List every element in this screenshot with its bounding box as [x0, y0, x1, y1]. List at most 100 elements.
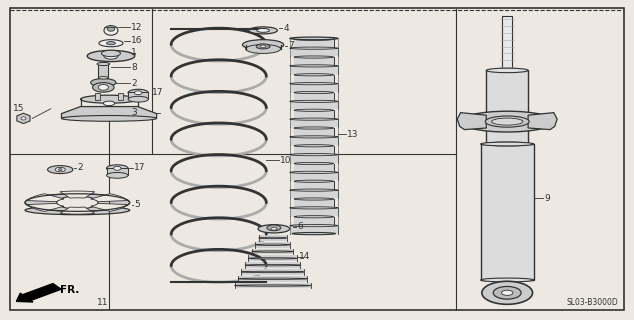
Ellipse shape [294, 198, 333, 200]
Ellipse shape [501, 290, 513, 295]
Ellipse shape [249, 27, 278, 34]
Ellipse shape [256, 44, 270, 49]
Polygon shape [528, 113, 557, 130]
Ellipse shape [128, 89, 148, 96]
Text: 6: 6 [297, 222, 303, 231]
Text: 8: 8 [131, 63, 137, 72]
FancyArrow shape [16, 284, 61, 302]
Polygon shape [457, 113, 486, 130]
Ellipse shape [290, 65, 338, 67]
Ellipse shape [290, 83, 338, 85]
Ellipse shape [107, 27, 115, 31]
Bar [294, 57, 333, 65]
Ellipse shape [249, 258, 297, 259]
Ellipse shape [482, 281, 533, 304]
Text: 17: 17 [152, 88, 163, 97]
Ellipse shape [134, 91, 142, 95]
Polygon shape [60, 191, 94, 198]
Bar [290, 48, 338, 56]
Ellipse shape [290, 154, 338, 156]
Text: 14: 14 [299, 252, 310, 261]
Bar [294, 75, 333, 83]
Ellipse shape [25, 206, 129, 215]
Ellipse shape [97, 62, 110, 66]
Bar [502, 16, 512, 70]
Bar [290, 119, 338, 127]
Text: 16: 16 [131, 36, 143, 45]
Ellipse shape [99, 40, 123, 47]
Ellipse shape [103, 101, 115, 106]
Ellipse shape [259, 237, 287, 239]
Bar [294, 217, 333, 225]
Bar [249, 255, 297, 261]
Ellipse shape [113, 166, 121, 170]
Ellipse shape [61, 116, 157, 121]
Bar [259, 235, 287, 241]
Ellipse shape [485, 116, 529, 127]
Ellipse shape [493, 286, 521, 299]
Ellipse shape [101, 50, 120, 57]
Bar [98, 64, 108, 78]
Polygon shape [27, 204, 64, 212]
Ellipse shape [235, 285, 311, 286]
Text: 1: 1 [131, 48, 137, 57]
Ellipse shape [290, 207, 338, 209]
Text: 10: 10 [280, 156, 292, 164]
Bar [256, 242, 290, 248]
Bar [481, 144, 534, 280]
Bar [290, 155, 338, 163]
Ellipse shape [257, 28, 269, 32]
Ellipse shape [93, 83, 114, 92]
Ellipse shape [290, 37, 338, 40]
Ellipse shape [104, 26, 118, 35]
Ellipse shape [252, 251, 294, 252]
Ellipse shape [294, 127, 333, 129]
Bar [235, 283, 311, 288]
Text: 9: 9 [544, 194, 550, 203]
Text: 15: 15 [13, 104, 24, 113]
Ellipse shape [294, 56, 333, 58]
Bar [294, 181, 333, 189]
Ellipse shape [107, 165, 128, 172]
Ellipse shape [81, 95, 138, 103]
Ellipse shape [294, 145, 333, 147]
Bar [294, 164, 333, 172]
Bar [290, 190, 338, 198]
Text: 2: 2 [77, 163, 83, 172]
Bar [290, 172, 338, 180]
Ellipse shape [48, 166, 73, 173]
Polygon shape [91, 204, 127, 212]
Ellipse shape [294, 38, 333, 40]
Ellipse shape [290, 47, 338, 49]
Ellipse shape [294, 216, 333, 218]
Bar [486, 70, 528, 144]
Ellipse shape [246, 44, 280, 53]
Ellipse shape [294, 162, 333, 164]
Ellipse shape [486, 68, 528, 73]
Polygon shape [17, 113, 30, 124]
Ellipse shape [294, 92, 333, 94]
Text: 17: 17 [134, 163, 146, 172]
Bar [95, 93, 100, 100]
Bar [294, 39, 333, 47]
Bar [238, 276, 307, 282]
Ellipse shape [481, 278, 534, 282]
Text: 13: 13 [347, 130, 358, 139]
Ellipse shape [245, 264, 301, 266]
Bar [245, 262, 301, 268]
Ellipse shape [25, 194, 129, 212]
Bar [294, 199, 333, 207]
Text: 7: 7 [288, 41, 294, 50]
Polygon shape [91, 194, 127, 202]
Ellipse shape [271, 228, 277, 230]
Polygon shape [27, 194, 64, 202]
Ellipse shape [98, 84, 108, 90]
Bar [290, 226, 338, 234]
Text: 3: 3 [131, 108, 137, 117]
Ellipse shape [91, 79, 116, 87]
Ellipse shape [491, 118, 523, 125]
Ellipse shape [290, 225, 338, 227]
Ellipse shape [256, 244, 290, 245]
Ellipse shape [107, 172, 128, 178]
Ellipse shape [87, 51, 134, 62]
